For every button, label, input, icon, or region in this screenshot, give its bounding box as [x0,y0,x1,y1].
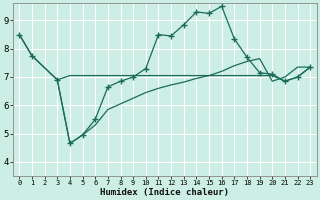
X-axis label: Humidex (Indice chaleur): Humidex (Indice chaleur) [100,188,229,197]
